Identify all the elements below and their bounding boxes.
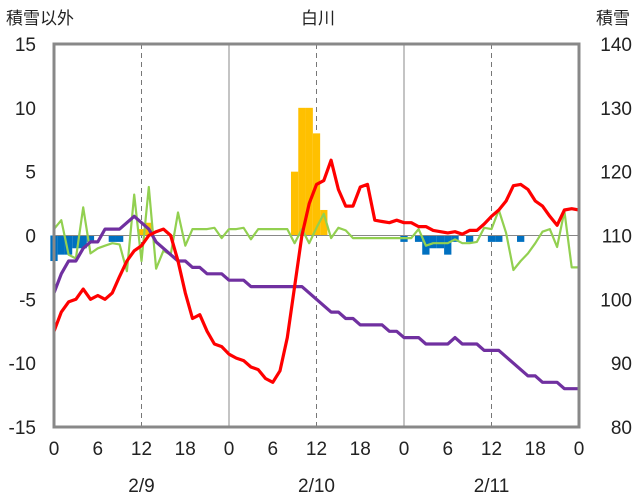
- negative_bars-bar: [64, 235, 73, 255]
- x-tick-label: 18: [350, 439, 371, 460]
- negative_bars-bar: [429, 235, 437, 249]
- right-tick-label: 90: [611, 354, 632, 375]
- temperature-line: [52, 158, 580, 384]
- chart-title: 白川: [301, 9, 335, 28]
- negative_bars-bar: [517, 235, 525, 242]
- negative_bars-bar: [57, 235, 65, 255]
- right-tick-labels: 140 130 120 110 100 90 80: [600, 35, 632, 439]
- bars: [50, 107, 525, 262]
- snowfall-bar: [298, 107, 306, 236]
- x-tick-label: 12: [131, 439, 152, 460]
- left-tick-label: 10: [15, 99, 36, 120]
- left-tick-label: -5: [19, 290, 36, 311]
- negative_bars-bar: [72, 235, 80, 249]
- x-tick-label: 18: [175, 439, 196, 460]
- snow_depth-line: [52, 214, 579, 391]
- negative_bars-bar: [86, 235, 95, 242]
- snowfall-bar: [320, 209, 328, 236]
- left-tick-label: -10: [9, 354, 36, 375]
- left-axis-label: 積雪以外: [6, 9, 74, 28]
- date-label: 2/10: [298, 476, 335, 497]
- left-tick-labels: 15 10 5 0 -5 -10 -15: [9, 35, 36, 439]
- right-axis-label: 積雪: [596, 9, 630, 28]
- x-tick-label: 12: [481, 439, 502, 460]
- x-tick-label: 0: [49, 439, 60, 460]
- negative_bars-bar: [414, 235, 423, 242]
- date-label: 2/9: [128, 476, 154, 497]
- right-tick-label: 120: [600, 163, 632, 184]
- x-tick-label: 6: [92, 439, 103, 460]
- snowfall-bar: [290, 171, 299, 236]
- left-tick-label: 15: [15, 35, 36, 56]
- x-tick-label: 0: [224, 439, 235, 460]
- negative_bars-bar: [115, 235, 124, 242]
- x-tick-label: 6: [442, 439, 453, 460]
- axes: [52, 42, 581, 429]
- right-tick-label: 110: [602, 227, 632, 248]
- x-tick-label: 12: [306, 439, 327, 460]
- series-lines: [52, 158, 580, 391]
- left-tick-label: -15: [9, 418, 36, 439]
- right-tick-label: 100: [600, 290, 632, 311]
- right-tick-label: 130: [600, 99, 632, 120]
- negative_bars-bar: [79, 235, 87, 249]
- snowfall-bar: [305, 107, 313, 236]
- negative_bars-bar: [495, 235, 503, 242]
- negative_bars-bar: [436, 235, 445, 249]
- negative_bars-bar: [487, 235, 496, 242]
- left-tick-label: 5: [25, 163, 36, 184]
- negative_bars-bar: [444, 235, 452, 255]
- snowfall-bar: [137, 229, 146, 236]
- right-tick-label: 80: [611, 418, 632, 439]
- x-tick-label: 6: [267, 439, 278, 460]
- wind-line: [53, 185, 579, 273]
- right-tick-label: 140: [600, 35, 632, 56]
- x-tick-label: 0: [574, 439, 585, 460]
- negative_bars-bar: [465, 235, 474, 242]
- x-tick-label: 18: [525, 439, 546, 460]
- negative_bars-bar: [108, 235, 116, 242]
- x-tick-label: 0: [399, 439, 410, 460]
- date-labels: 2/9 2/10 2/11: [128, 476, 509, 497]
- plot-frame: [52, 42, 581, 429]
- left-tick-label: 0: [25, 227, 36, 248]
- date-label: 2/11: [474, 476, 510, 497]
- x-tick-labels: 0 6 12 18 0 6 12 18 0 6 12 18 0: [49, 439, 585, 460]
